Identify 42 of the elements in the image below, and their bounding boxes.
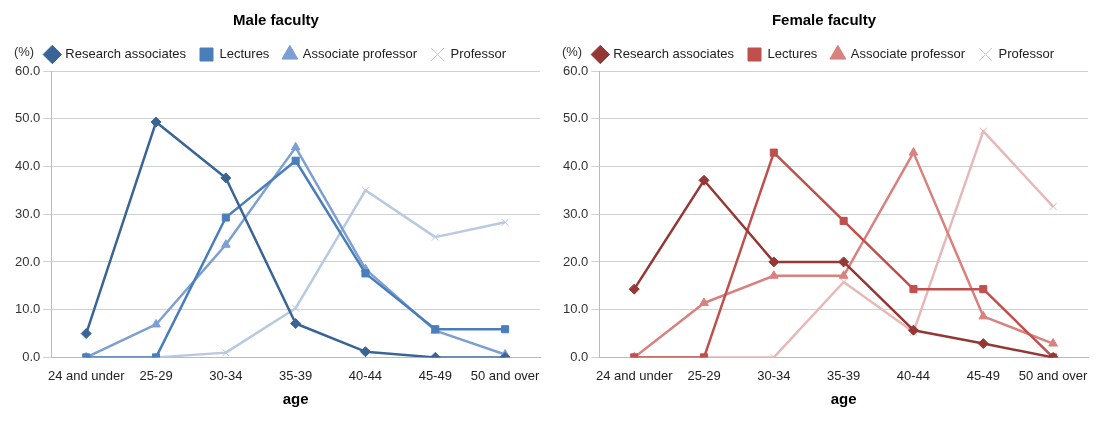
legend-label: Professor — [998, 46, 1055, 62]
x-tick-label: 30-34 — [757, 367, 791, 383]
legend-label: Associate professor — [302, 46, 418, 62]
chart-title: Female faculty — [771, 11, 877, 29]
x-axis-title: age — [282, 390, 309, 408]
x-tick-label: 50 and over — [1018, 367, 1089, 383]
y-tick-label: 60.0 — [14, 62, 41, 78]
x-tick-label: 45-49 — [418, 367, 452, 383]
x-tick-label: 50 and over — [470, 367, 541, 383]
y-tick-label: 30.0 — [562, 205, 589, 221]
legend-label: Lectures — [219, 46, 270, 62]
y-tick-label: 30.0 — [14, 205, 41, 221]
chart-title: Male faculty — [233, 11, 320, 29]
y-tick-label: 40.0 — [14, 158, 41, 174]
x-tick-label: 24 and under — [595, 367, 674, 383]
x-tick-label: 45-49 — [966, 367, 1000, 383]
y-tick-label: 20.0 — [562, 253, 589, 269]
y-tick-label: 60.0 — [562, 62, 589, 78]
legend-label: Professor — [450, 46, 507, 62]
y-axis-title: (%) — [561, 44, 583, 60]
y-tick-label: 0.0 — [22, 348, 41, 364]
x-tick-label: 35-39 — [279, 367, 313, 383]
y-axis-title: (%) — [13, 44, 35, 60]
y-tick-label: 50.0 — [14, 110, 41, 126]
y-tick-label: 40.0 — [562, 158, 589, 174]
x-tick-label: 40-44 — [896, 367, 931, 383]
y-tick-label: 10.0 — [562, 301, 589, 317]
legend-label: Lectures — [767, 46, 818, 62]
x-tick-label: 25-29 — [687, 367, 721, 383]
x-axis-title: age — [830, 390, 857, 408]
x-tick-label: 25-29 — [139, 367, 173, 383]
legend-label: Research associates — [65, 46, 187, 62]
x-tick-label: 30-34 — [209, 367, 243, 383]
legend-label: Research associates — [613, 46, 735, 62]
y-tick-label: 10.0 — [14, 301, 41, 317]
y-tick-label: 0.0 — [570, 348, 589, 364]
x-tick-label: 24 and under — [47, 367, 126, 383]
y-tick-label: 50.0 — [562, 110, 589, 126]
legend-label: Associate professor — [850, 46, 966, 62]
x-tick-label: 35-39 — [827, 367, 861, 383]
y-tick-label: 20.0 — [14, 253, 41, 269]
x-tick-label: 40-44 — [348, 367, 383, 383]
